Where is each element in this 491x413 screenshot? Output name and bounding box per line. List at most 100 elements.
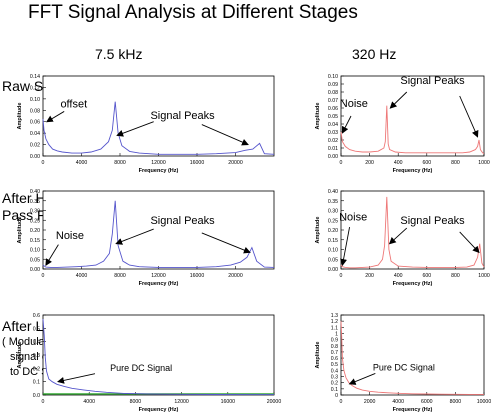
x-tick-label: 8000 [114, 160, 126, 166]
y-tick-label: 0.4 [331, 368, 338, 374]
y-tick-label: 0.05 [30, 257, 40, 263]
x-tick-label: 0 [42, 273, 45, 279]
x-tick-label: 400 [394, 160, 403, 166]
annotation-arrow [115, 228, 154, 245]
y-axis-label: Amplitude [315, 103, 321, 130]
y-tick-label: 0.04 [30, 131, 40, 137]
y-tick-label: 0.1 [33, 380, 40, 386]
chart-panel-1: 0.00 0.02 0.04 0.06 0.08 0.10 0.12 0.14 0 4000 800… [17, 74, 275, 174]
y-tick-label: 0.01 [328, 146, 338, 152]
x-tick-label: 12000 [151, 273, 166, 279]
y-tick-label: 0.10 [30, 97, 40, 103]
y-tick-label: 1.3 [331, 313, 338, 319]
y-tick-label: 0.05 [328, 257, 338, 263]
y-tick-label: 0.2 [33, 366, 40, 372]
plot-frame [340, 75, 485, 157]
x-tick-label: 4000 [76, 160, 88, 166]
annotation-arrow [340, 226, 351, 267]
y-tick-label: 0.00 [30, 154, 40, 160]
annotation-arrow [459, 95, 479, 138]
column-header-320-hz: 320 Hz [352, 46, 397, 62]
x-tick-label: 200 [365, 273, 374, 279]
column-header-7-5-khz: 7.5 kHz [95, 46, 143, 62]
y-tick-label: 0.1 [331, 387, 338, 393]
x-axis-label: Frequency (Hz) [139, 168, 179, 174]
y-tick-label: 0.40 [328, 189, 338, 195]
y-tick-label: 0.00 [328, 154, 338, 160]
x-axis-label: Frequency (Hz) [139, 281, 179, 287]
y-tick-label: 0.07 [328, 98, 338, 104]
annotation-label: Signal Peaks [150, 110, 215, 122]
y-tick-label: 0.9 [331, 338, 338, 344]
x-tick-label: 20000 [228, 273, 243, 279]
plot-frame [340, 190, 485, 270]
x-tick-label: 4000 [83, 399, 95, 405]
chart-panel-6: 00.10.20.30.40.50.60.70.80.911.11.21.3 0 2… [315, 313, 491, 413]
y-tick-label: 0.20 [30, 228, 40, 234]
y-tick-label: 0.00 [30, 267, 40, 273]
annotation-arrow [57, 373, 96, 384]
annotation-label: Noise [339, 211, 367, 223]
plot-frame [42, 190, 275, 270]
series-line [42, 101, 275, 155]
x-tick-label: 1000 [478, 273, 490, 279]
x-tick-label: 16000 [190, 160, 205, 166]
x-tick-label: 800 [451, 273, 460, 279]
y-tick-label: 0.05 [328, 114, 338, 120]
annotation-label: Signal Peaks [400, 215, 465, 227]
annotation-arrow [348, 373, 376, 385]
annotation-arrow [45, 244, 59, 266]
x-tick-label: 600 [422, 273, 431, 279]
annotation-label: Pure DC Signal [110, 363, 172, 373]
x-tick-label: 0 [340, 399, 343, 405]
y-tick-label: 0.8 [331, 344, 338, 350]
y-tick-label: 0.6 [33, 313, 40, 319]
y-tick-label: 0.4 [33, 340, 40, 346]
annotation-label: Signal Peaks [400, 75, 465, 87]
y-tick-label: 0.10 [328, 74, 338, 80]
y-tick-label: 0.08 [30, 108, 40, 114]
plot-frame [42, 75, 275, 157]
y-tick-label: 0.6 [331, 356, 338, 362]
x-tick-label: 20000 [228, 160, 243, 166]
x-tick-label: 10000 [477, 399, 491, 405]
x-tick-label: 8000 [130, 399, 142, 405]
x-tick-label: 4000 [392, 399, 404, 405]
series-line [42, 200, 275, 268]
x-tick-label: 4000 [76, 273, 88, 279]
annotation-arrow [389, 91, 408, 109]
y-tick-label: 0.06 [30, 120, 40, 126]
annotation-arrow [201, 124, 249, 146]
annotation-label: offset [60, 98, 87, 110]
annotation-arrow [116, 121, 154, 137]
y-tick-label: 1.1 [331, 325, 338, 331]
x-tick-label: 20000 [267, 399, 282, 405]
x-tick-label: 16000 [190, 273, 205, 279]
y-tick-label: 0.2 [331, 381, 338, 387]
x-axis-label: Frequency (Hz) [139, 407, 179, 413]
chart-panel-2: 0.00 0.01 0.02 0.03 0.04 0.05 0.06 0.07 0.08 0.09… [315, 74, 490, 174]
y-tick-label: 0.15 [30, 238, 40, 244]
y-tick-label: 0.35 [328, 199, 338, 205]
y-axis-label: Amplitude [17, 342, 23, 369]
annotation-label: Noise [340, 98, 368, 110]
y-tick-label: 0.14 [30, 74, 40, 80]
annotation-label: Pure DC Signal [373, 362, 435, 372]
y-axis-label: Amplitude [315, 342, 321, 369]
y-tick-label: 0.5 [331, 362, 338, 368]
y-axis-label: Amplitude [17, 103, 23, 130]
x-axis-label: Frequency (Hz) [393, 407, 433, 413]
x-tick-label: 200 [365, 160, 374, 166]
y-tick-label: 0.40 [30, 189, 40, 195]
x-axis-label: Frequency (Hz) [393, 168, 433, 174]
x-tick-label: 2000 [364, 399, 376, 405]
annotation-arrow [201, 232, 251, 254]
x-tick-label: 12000 [151, 160, 166, 166]
series-line [340, 196, 485, 269]
series-line [42, 318, 274, 396]
y-tick-label: 1 [335, 331, 338, 337]
y-tick-label: 0.25 [328, 218, 338, 224]
annotation-arrow [388, 227, 408, 245]
y-tick-label: 0.5 [33, 326, 40, 332]
